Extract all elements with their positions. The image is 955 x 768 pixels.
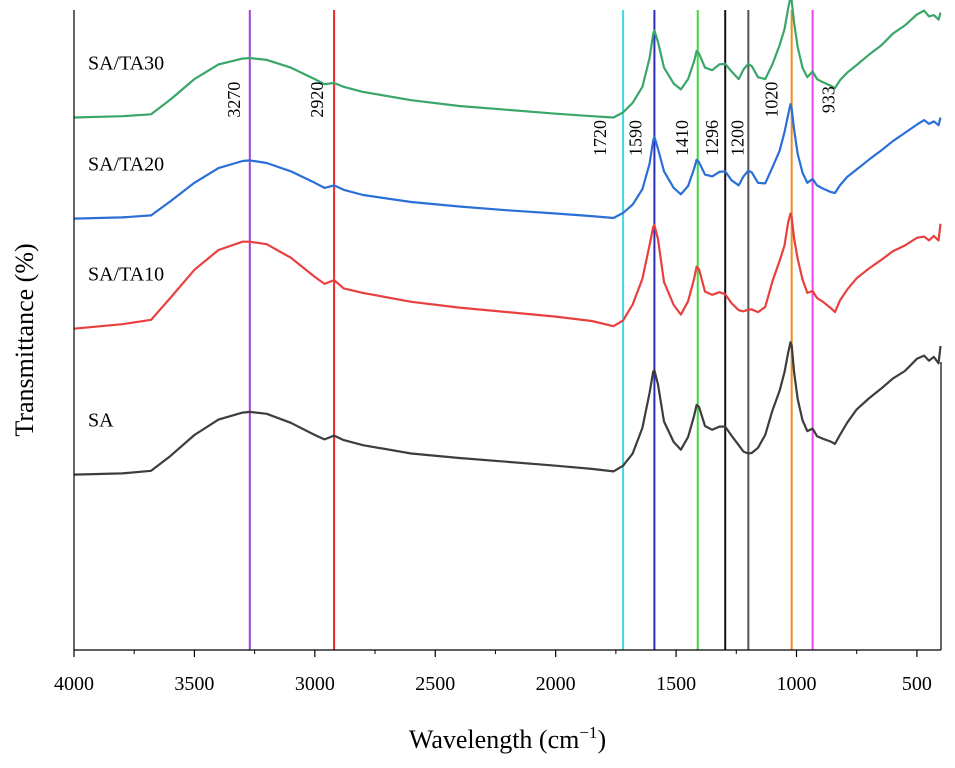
vline-group [248,10,814,650]
x-tick-label-4000: 4000 [54,673,94,695]
series-label-sa-ta30: SA/TA30 [88,53,164,75]
x-tick-label-2000: 2000 [536,673,576,695]
x-axis-title-main: Wavelength (cm [409,725,579,754]
series-label-sa: SA [88,410,114,432]
series-group [73,0,942,476]
series-line-sa-ta20 [73,103,942,220]
peak-label-1720: 1720 [590,120,610,156]
x-tick-label-3000: 3000 [295,673,335,695]
series-label-sa-ta10: SA/TA10 [88,264,164,286]
series-line-sa-ta10 [73,212,942,330]
peak-label-1296: 1296 [702,120,722,156]
x-axis-title-close: ) [597,725,606,754]
x-tick-label-500: 500 [902,673,932,695]
peak-label-3270: 3270 [224,82,244,118]
peak-label-1200: 1200 [727,120,747,156]
x-tick-label-1000: 1000 [777,673,817,695]
peak-label-2920: 2920 [307,82,327,118]
x-tick-label-3500: 3500 [174,673,214,695]
x-tick-label-1500: 1500 [656,673,696,695]
x-tick-label-2500: 2500 [415,673,455,695]
axes-group [73,10,942,651]
peak-label-1590: 1590 [625,120,645,156]
peak-label-1410: 1410 [672,120,692,156]
series-line-sa [73,341,942,476]
tick-group: 4000 3500 3000 2500 2000 1500 1000 500 [54,650,932,695]
label-group: 3270 2920 1720 1590 1410 1296 1200 1020 933 SA/TA… [88,53,839,432]
x-axis-title: Wavelength (cm−1) [409,723,606,754]
series-line-sa-ta30 [73,0,942,119]
series-label-sa-ta20: SA/TA20 [88,154,164,176]
y-axis-title: Transmittance (%) [10,243,39,436]
peak-label-933: 933 [819,86,839,113]
x-axis-title-sup: −1 [579,723,597,742]
peak-label-1020: 1020 [762,82,782,118]
